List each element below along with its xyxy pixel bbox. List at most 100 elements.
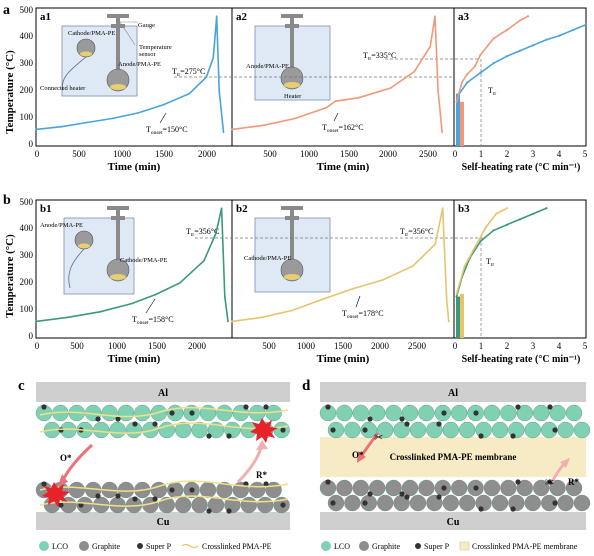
particle xyxy=(158,421,176,439)
tr-a1: Ttr=275°C xyxy=(172,67,205,78)
particle xyxy=(557,421,574,439)
xlabel-a1: Time (min) xyxy=(108,161,161,173)
rate-bar-b3 xyxy=(456,296,460,338)
particle xyxy=(117,481,135,499)
data-point xyxy=(505,207,508,210)
xtick-a1-2000: 2000 xyxy=(198,149,217,159)
frame-b3 xyxy=(453,199,587,339)
yticks-b: 0 100 200 300 400 500 xyxy=(20,197,34,341)
particle xyxy=(557,494,574,512)
tag-a3: a3 xyxy=(458,11,470,23)
super-p xyxy=(510,506,516,512)
tr-b3: Ttr xyxy=(486,257,494,268)
inset-b2-cathode: Cathode/PMA-PE xyxy=(244,255,291,262)
xtick-a1-0: 0 xyxy=(35,149,40,159)
data-point xyxy=(532,212,535,215)
particle xyxy=(377,494,394,512)
data-point xyxy=(447,320,450,323)
particle xyxy=(516,404,533,422)
xtick-b3-5: 5 xyxy=(583,341,588,351)
particle xyxy=(76,496,94,514)
data-point xyxy=(155,293,157,296)
data-point xyxy=(495,212,498,215)
data-point xyxy=(212,56,215,59)
onset-b1-pointer xyxy=(145,298,156,314)
xtick-a3-0: 0 xyxy=(453,149,458,159)
onset-a1: Tonset=150°C xyxy=(146,125,188,136)
series-line-a1 xyxy=(35,16,225,133)
data-point xyxy=(518,49,522,52)
inset-a1-anode: Anode/PMA-PE xyxy=(118,61,161,68)
xtick-b2-2500: 2500 xyxy=(408,341,427,351)
super-p xyxy=(441,410,447,416)
particle xyxy=(565,479,583,497)
particle xyxy=(451,479,468,497)
data-point xyxy=(437,89,440,92)
super-p xyxy=(169,410,175,416)
data-point xyxy=(351,287,354,290)
data-point xyxy=(526,15,530,18)
particle xyxy=(418,479,435,497)
r-star-d: R* xyxy=(568,477,579,487)
super-p xyxy=(478,506,484,512)
super-p xyxy=(552,427,558,433)
data-point xyxy=(227,320,229,323)
data-point xyxy=(429,45,432,48)
legend-d-lco: LCO xyxy=(334,542,350,551)
data-point xyxy=(479,240,482,243)
particle xyxy=(549,404,566,422)
xticks-b3: 0 1 2 3 4 5 xyxy=(453,341,588,351)
particle xyxy=(191,496,208,514)
pma-line-c3 xyxy=(39,480,289,492)
legend-c-pma-icon xyxy=(181,543,199,549)
super-p xyxy=(515,404,521,410)
particle xyxy=(385,404,402,422)
particle xyxy=(216,481,233,499)
inset-a1-cathode: Cathode/PMA-PE xyxy=(68,30,115,37)
plot-b3 xyxy=(455,207,548,338)
data-point xyxy=(434,15,436,18)
r-star-c: R* xyxy=(256,470,267,480)
data-point xyxy=(434,243,437,246)
xtick-a2-1000: 1000 xyxy=(300,149,319,159)
legend-d-membrane-icon xyxy=(459,541,470,551)
xtick-a2-2500: 2500 xyxy=(419,149,438,159)
data-point xyxy=(334,100,336,103)
data-point xyxy=(505,28,508,32)
data-point xyxy=(137,111,140,114)
super-p xyxy=(478,433,484,439)
legend-c-superp-icon xyxy=(137,543,143,549)
xtick-b3-3: 3 xyxy=(531,341,536,351)
particle xyxy=(475,494,492,512)
xtick-b1-2000: 2000 xyxy=(188,341,207,351)
data-point xyxy=(231,320,233,323)
legend-c-graphite-icon xyxy=(79,541,89,551)
onset-b2-pointer xyxy=(355,295,361,308)
data-point xyxy=(162,103,165,106)
inset-b1-cathode: Cathode/PMA-PE xyxy=(120,257,167,264)
super-p xyxy=(95,416,101,422)
cathode-layer-c xyxy=(35,404,290,439)
tr-b1: Ttr=356°C xyxy=(186,227,219,238)
legend-c-graphite: Graphite xyxy=(92,542,120,551)
particle xyxy=(565,404,583,422)
data-point xyxy=(223,295,226,298)
ytick-a-500: 500 xyxy=(20,5,34,15)
ytick-a-200: 200 xyxy=(20,85,34,95)
xtick-b1-1000: 1000 xyxy=(108,341,127,351)
particle xyxy=(491,421,509,439)
ytick-b-0: 0 xyxy=(29,331,34,341)
super-p xyxy=(263,404,269,410)
particle xyxy=(491,494,509,512)
plot-b1 xyxy=(35,207,229,323)
particle xyxy=(524,421,541,439)
schematic-c: c Al Cu O* R* xyxy=(18,378,290,530)
particle xyxy=(158,496,176,514)
data-point xyxy=(231,128,233,131)
xtick-a3-3: 3 xyxy=(531,149,536,159)
xtick-a2-500: 500 xyxy=(263,149,277,159)
data-point xyxy=(99,310,101,313)
particle xyxy=(533,479,550,497)
data-point xyxy=(505,55,508,58)
super-p xyxy=(330,427,336,433)
